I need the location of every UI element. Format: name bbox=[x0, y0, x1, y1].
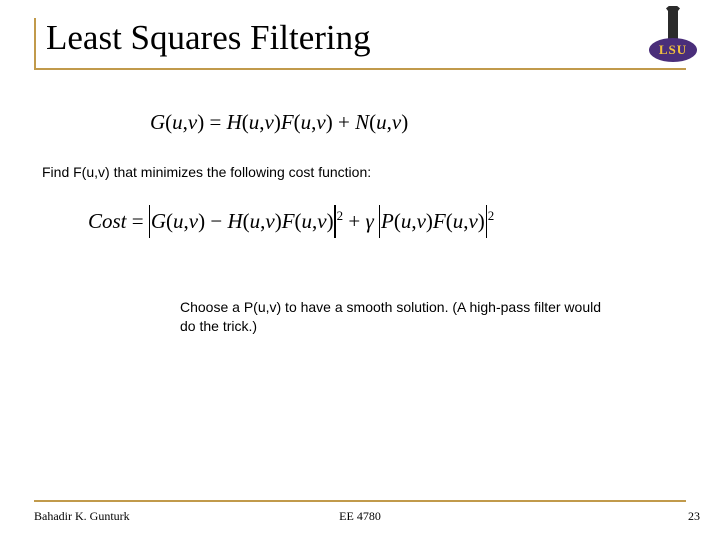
lsu-logo: LSU bbox=[646, 8, 700, 66]
logo-oval: LSU bbox=[649, 38, 697, 62]
eq1-open2: ( bbox=[242, 110, 249, 134]
eq2-pow2: 2 bbox=[487, 208, 495, 223]
logo-text: LSU bbox=[659, 42, 687, 58]
slide: Least Squares Filtering LSU G(u,v) = H(u… bbox=[0, 0, 720, 540]
eq2-abs2: P(u,v)F(u,v) bbox=[379, 209, 487, 234]
eq1-u2: u bbox=[249, 110, 260, 134]
footer-rule bbox=[34, 500, 686, 502]
eq1-H: H bbox=[227, 110, 242, 134]
eq2-plus: + bbox=[343, 209, 365, 233]
body-text-1: Find F(u,v) that minimizes the following… bbox=[42, 164, 371, 180]
eq1-close4: ) bbox=[401, 110, 408, 134]
title-left-rule bbox=[34, 18, 40, 68]
eq1-close2: ) bbox=[274, 110, 281, 134]
title-underline bbox=[34, 68, 686, 70]
eq1-v4: v bbox=[392, 110, 401, 134]
eq1-plus: + bbox=[333, 110, 355, 134]
eq1-v2: v bbox=[265, 110, 274, 134]
eq1-u1: u bbox=[172, 110, 183, 134]
eq2-abs1: G(u,v) − H(u,v)F(u,v) bbox=[149, 209, 336, 234]
title-area: Least Squares Filtering bbox=[34, 18, 686, 74]
eq2-eq: = bbox=[127, 209, 149, 233]
eq2-P: P bbox=[381, 209, 394, 233]
eq2-H: H bbox=[227, 209, 242, 233]
eq2-pow1: 2 bbox=[336, 208, 344, 223]
eq2-minus: − bbox=[205, 209, 227, 233]
tower-icon bbox=[668, 10, 678, 40]
eq1-N: N bbox=[355, 110, 369, 134]
eq1-F: F bbox=[281, 110, 294, 134]
eq1-v1: v bbox=[188, 110, 197, 134]
eq2-G: G bbox=[151, 209, 166, 233]
body-text-2: Choose a P(u,v) to have a smooth solutio… bbox=[180, 298, 620, 336]
eq2-F2: F bbox=[433, 209, 446, 233]
equation-2: Cost = G(u,v) − H(u,v)F(u,v)2 + γ P(u,v)… bbox=[88, 208, 494, 234]
footer-course: EE 4780 bbox=[0, 509, 720, 524]
equation-1: G(u,v) = H(u,v)F(u,v) + N(u,v) bbox=[150, 110, 408, 135]
eq1-u3: u bbox=[301, 110, 312, 134]
eq2-F1: F bbox=[282, 209, 295, 233]
eq1-eq: = bbox=[204, 110, 226, 134]
eq1-open3: ( bbox=[294, 110, 301, 134]
eq1-u4: u bbox=[376, 110, 387, 134]
eq1-close3: ) bbox=[326, 110, 333, 134]
footer-page-number: 23 bbox=[688, 509, 700, 524]
eq1-G: G bbox=[150, 110, 165, 134]
eq2-gamma: γ bbox=[365, 209, 373, 233]
slide-title: Least Squares Filtering bbox=[46, 18, 371, 58]
eq2-cost: Cost bbox=[88, 209, 127, 233]
eq1-v3: v bbox=[316, 110, 325, 134]
